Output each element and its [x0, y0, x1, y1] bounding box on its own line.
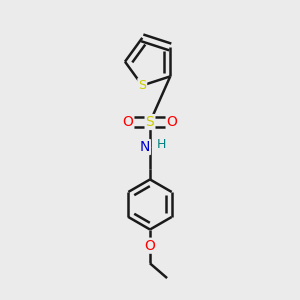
Text: O: O	[122, 115, 134, 129]
Text: H: H	[157, 138, 167, 151]
Text: N: N	[140, 140, 150, 154]
Text: S: S	[146, 115, 154, 129]
Text: O: O	[167, 115, 178, 129]
Text: O: O	[145, 239, 155, 253]
Text: S: S	[138, 79, 146, 92]
